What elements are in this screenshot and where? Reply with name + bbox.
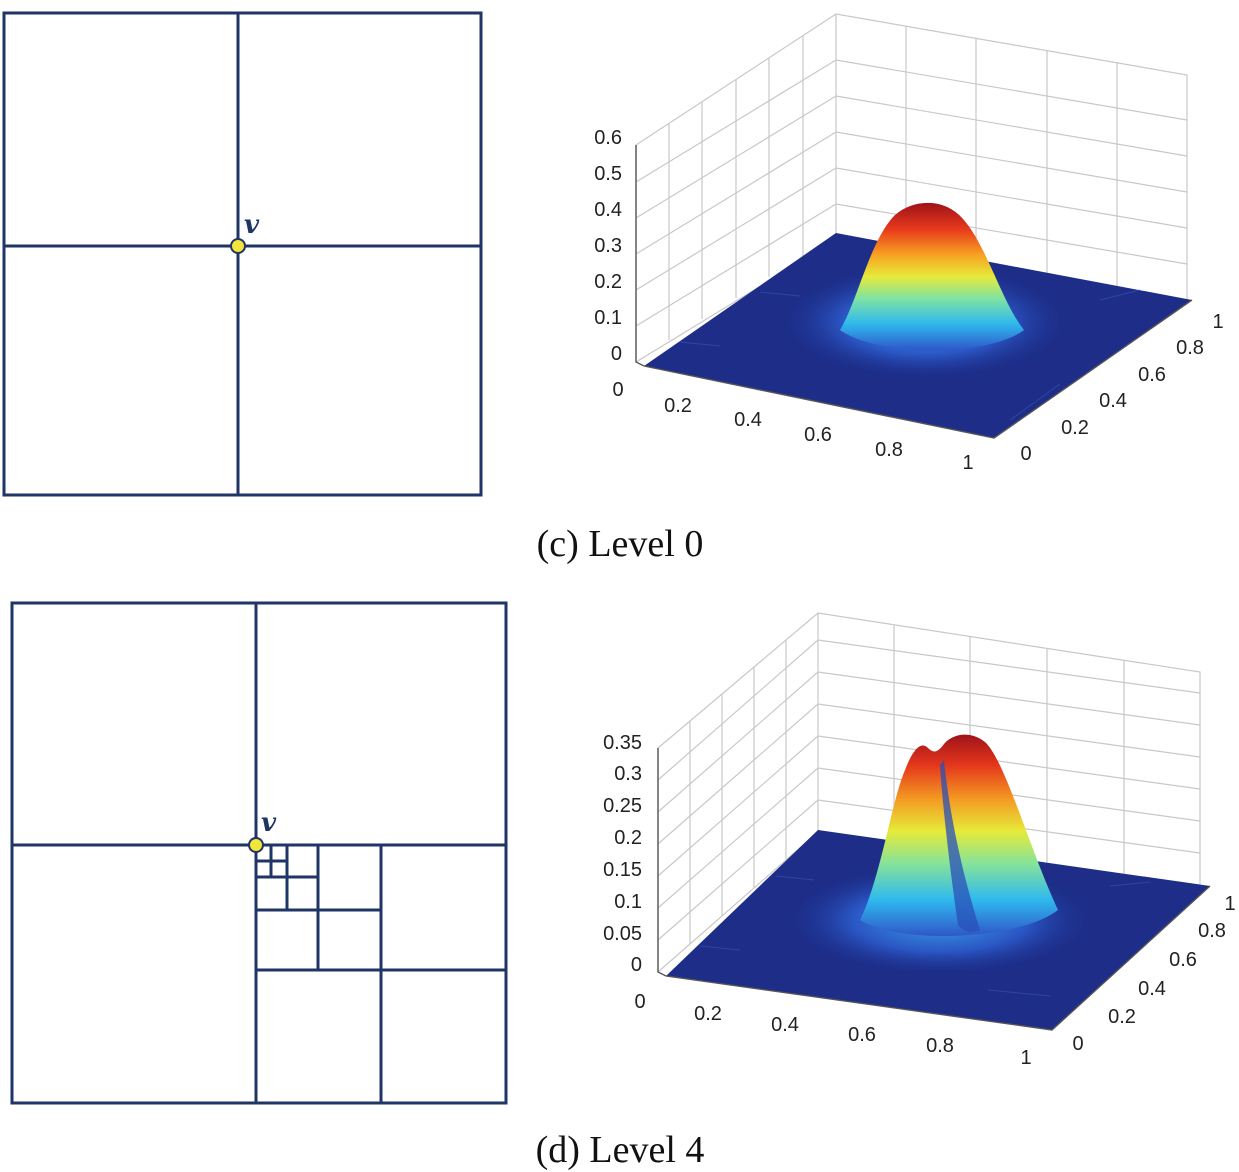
x-tick: 1 [1020,1047,1031,1069]
panel-d-surface-plot: 0 0.05 0.1 0.15 0.2 0.25 0.3 0.35 0 0.2 … [603,612,1236,1069]
panel-d-grid: v [10,601,508,1105]
caption-level-0: (c) Level 0 [537,523,704,565]
vertex-label: v [244,210,260,240]
z-tick: 0.35 [603,732,642,754]
y-tick: 0 [1072,1033,1083,1055]
floor-mesh-lines [679,289,1141,421]
x-tick: 0.8 [926,1035,954,1057]
z-tick: 0.3 [594,235,622,257]
x-tick: 0.4 [771,1014,799,1036]
z-axis-ticks: 0 0.05 0.1 0.15 0.2 0.25 0.3 0.35 [603,732,642,976]
plot-box-back-walls [635,13,1188,364]
x-tick: 0.8 [875,439,903,461]
z-tick: 0.1 [614,891,642,913]
vertex-marker [230,238,246,254]
z-tick: 0.4 [594,199,622,221]
y-tick: 1 [1224,893,1235,915]
z-tick: 0.3 [614,763,642,785]
surface-groove [940,760,980,933]
z-tick: 0.5 [594,163,622,185]
x-tick: 0.6 [848,1024,876,1046]
z-tick: 0.2 [614,827,642,849]
z-tick: 0.1 [594,307,622,329]
z-tick: 0.05 [603,923,642,945]
y-tick: 0.4 [1138,978,1166,1000]
grid-frame [10,601,508,1105]
z-tick: 0.25 [603,795,642,817]
grid-frame [2,11,483,497]
plot-axes [635,145,1193,439]
plot-axes [657,748,1211,1031]
surface-peak [840,202,1024,351]
z-tick: 0.6 [594,127,622,149]
z-tick: 0.2 [594,271,622,293]
y-tick: 0.4 [1099,390,1127,412]
y-tick: 0.6 [1138,364,1166,386]
x-tick: 0.2 [664,395,692,417]
caption-level-4: (d) Level 4 [536,1129,705,1171]
panel-c-surface-plot: 0 0.1 0.2 0.3 0.4 0.5 0.6 0 0.2 0.4 0.6 … [594,13,1224,474]
y-tick: 0.2 [1061,417,1089,439]
surface-peak [860,734,1058,937]
y-tick: 0.6 [1169,949,1197,971]
x-tick: 0.4 [734,409,762,431]
vertex-label: v [261,808,277,838]
panel-c-grid: v [2,11,483,497]
y-tick: 0.2 [1108,1006,1136,1028]
y-tick: 0.8 [1176,337,1204,359]
y-tick: 1 [1212,311,1223,333]
z-tick: 0.15 [603,859,642,881]
x-axis-ticks: 0 0.2 0.4 0.6 0.8 1 [612,379,973,474]
x-tick: 1 [962,452,973,474]
y-axis-ticks: 0 0.2 0.4 0.6 0.8 1 [1072,893,1235,1055]
vertex-marker [248,837,264,853]
x-tick: 0 [612,379,623,401]
y-axis-ticks: 0 0.2 0.4 0.6 0.8 1 [1020,311,1223,465]
z-axis-ticks: 0 0.1 0.2 0.3 0.4 0.5 0.6 [594,127,622,365]
x-tick: 0 [634,991,645,1013]
z-tick: 0 [631,954,642,976]
x-tick: 0.6 [804,424,832,446]
floor-mesh-lines [699,875,1151,997]
z-tick: 0 [611,343,622,365]
x-tick: 0.2 [694,1003,722,1025]
x-axis-ticks: 0 0.2 0.4 0.6 0.8 1 [634,991,1031,1069]
y-tick: 0 [1020,443,1031,465]
y-tick: 0.8 [1198,920,1226,942]
